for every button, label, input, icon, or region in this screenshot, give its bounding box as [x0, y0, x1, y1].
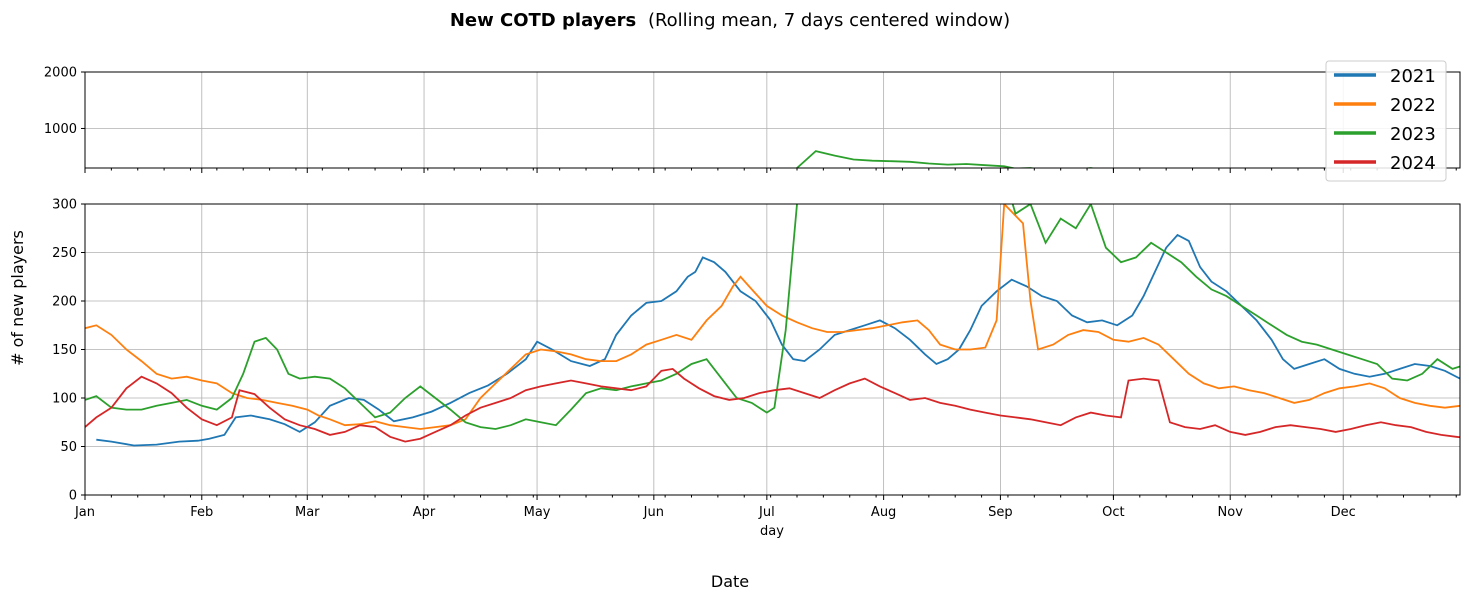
chart-title: New COTD players (Rolling mean, 7 days c… — [450, 10, 1010, 31]
bottom-ytick-label: 50 — [60, 440, 77, 455]
chart-title-rest: (Rolling mean, 7 days centered window) — [648, 10, 1010, 31]
bottom-ytick-label: 250 — [52, 246, 77, 261]
x-tick-label: Oct — [1102, 505, 1124, 520]
bottom-ytick-label: 200 — [52, 295, 77, 310]
series-line-2024-bottom — [85, 367, 1460, 443]
x-axis-label: day — [760, 524, 784, 539]
series-line-2023-bottom — [85, 204, 1460, 430]
top-frame — [84, 71, 1461, 169]
x-tick-label: Sep — [988, 505, 1013, 520]
x-tick-label: Jun — [643, 505, 664, 520]
bottom-ytick-label: 0 — [69, 489, 77, 504]
top-panel: 1000 2000 — [44, 66, 1469, 183]
legend-label-2023: 2023 — [1390, 124, 1436, 145]
series-line-2021-bottom — [96, 233, 1460, 447]
bottom-panel: 0 50 100 150 200 250 300 Jan Feb Mar Apr May Jun Jul A… — [52, 198, 1461, 520]
y-axis-label: # of new players — [8, 230, 27, 366]
top-ytick-label: 1000 — [44, 122, 77, 137]
x-tick-label: Dec — [1331, 505, 1356, 520]
chart-title-bold: New COTD players — [450, 10, 636, 31]
x-tick-label: Jul — [758, 505, 775, 520]
bottom-ytick-label: 300 — [52, 198, 77, 213]
series-line-2024-top — [85, 178, 1469, 183]
legend-label-2021: 2021 — [1390, 66, 1436, 87]
series-line-2022-top — [1002, 167, 1020, 168]
x-tick-label: Mar — [295, 505, 320, 520]
bottom-ytick-label: 100 — [52, 392, 77, 407]
legend: 2021 2022 2023 2024 — [1325, 60, 1447, 182]
legend-box — [1325, 60, 1447, 182]
legend-label-2024: 2024 — [1390, 153, 1436, 174]
series-line-2021-top — [96, 170, 1469, 182]
series-line-2023-top — [795, 150, 1097, 168]
legend-label-2022: 2022 — [1390, 95, 1436, 116]
bottom-ytick-label: 150 — [52, 343, 77, 358]
x-tick-label: Aug — [871, 505, 896, 520]
figure-x-label: Date — [711, 572, 749, 591]
top-ytick-label: 2000 — [44, 66, 77, 81]
x-tick-label: Jan — [74, 505, 95, 520]
series-line-2022-bottom — [85, 204, 1460, 430]
x-tick-label: Nov — [1218, 505, 1244, 520]
x-tick-label: Feb — [190, 505, 213, 520]
x-tick-label: Apr — [413, 505, 436, 520]
x-tick-label: May — [524, 505, 551, 520]
